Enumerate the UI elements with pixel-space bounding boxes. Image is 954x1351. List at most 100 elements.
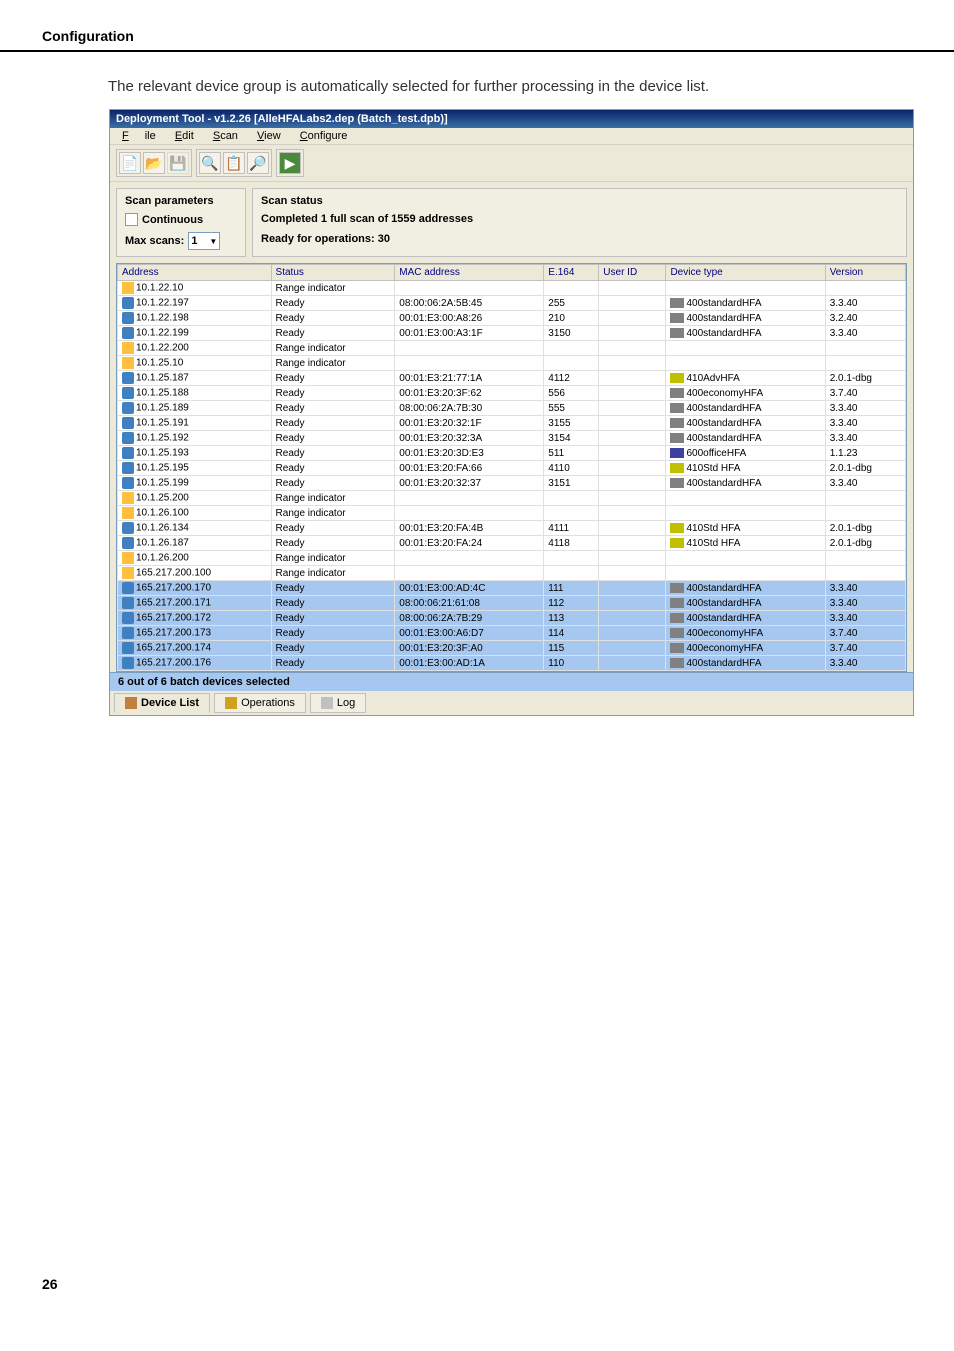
device-type-icon bbox=[670, 373, 684, 383]
device-type-icon bbox=[670, 403, 684, 413]
row-icon bbox=[122, 657, 134, 669]
row-icon bbox=[122, 627, 134, 639]
tb-scan3-icon[interactable]: 🔎 bbox=[247, 152, 269, 174]
column-header[interactable]: Status bbox=[271, 265, 395, 281]
row-icon bbox=[122, 522, 134, 534]
table-row[interactable]: 10.1.25.195Ready00:01:E3:20:FA:664110410… bbox=[118, 461, 906, 476]
row-icon bbox=[122, 507, 134, 519]
column-header[interactable]: User ID bbox=[599, 265, 666, 281]
row-icon bbox=[122, 477, 134, 489]
row-icon bbox=[122, 402, 134, 414]
row-icon bbox=[122, 282, 134, 294]
table-row[interactable]: 165.217.200.172Ready08:00:06:2A:7B:29113… bbox=[118, 611, 906, 626]
row-icon bbox=[122, 327, 134, 339]
menu-scan[interactable]: Scan bbox=[205, 128, 246, 144]
tb-save-icon[interactable]: 💾 bbox=[167, 152, 189, 174]
table-row[interactable]: 10.1.22.199Ready00:01:E3:00:A3:1F3150400… bbox=[118, 326, 906, 341]
row-icon bbox=[122, 597, 134, 609]
menu-configure[interactable]: Configure bbox=[292, 128, 356, 144]
tb-new-icon[interactable]: 📄 bbox=[119, 152, 141, 174]
row-icon bbox=[122, 372, 134, 384]
table-row[interactable]: 10.1.22.10Range indicator bbox=[118, 281, 906, 296]
max-scans-label: Max scans: bbox=[125, 235, 184, 247]
toolbar: 📄 📂 💾 🔍 📋 🔎 ▶ bbox=[110, 145, 913, 182]
table-row[interactable]: 10.1.22.197Ready08:00:06:2A:5B:45255400s… bbox=[118, 296, 906, 311]
app-window: Deployment Tool - v1.2.26 [AlleHFALabs2.… bbox=[109, 109, 914, 716]
max-scans-dropdown[interactable]: 1 ▼ bbox=[188, 232, 220, 250]
table-row[interactable]: 10.1.22.200Range indicator bbox=[118, 341, 906, 356]
table-row[interactable]: 10.1.26.100Range indicator bbox=[118, 506, 906, 521]
scan-status-line1: Completed 1 full scan of 1559 addresses bbox=[261, 213, 898, 225]
tab-operations[interactable]: Operations bbox=[214, 693, 306, 713]
table-row[interactable]: 10.1.25.193Ready00:01:E3:20:3D:E3511600o… bbox=[118, 446, 906, 461]
table-row[interactable]: 165.217.200.100Range indicator bbox=[118, 566, 906, 581]
table-row[interactable]: 10.1.25.189Ready08:00:06:2A:7B:30555400s… bbox=[118, 401, 906, 416]
row-icon bbox=[122, 387, 134, 399]
device-type-icon bbox=[670, 628, 684, 638]
device-type-icon bbox=[670, 613, 684, 623]
row-icon bbox=[122, 582, 134, 594]
device-type-icon bbox=[670, 478, 684, 488]
tb-scan2-icon[interactable]: 📋 bbox=[223, 152, 245, 174]
device-type-icon bbox=[670, 538, 684, 548]
table-row[interactable]: 10.1.22.198Ready00:01:E3:00:A8:26210400s… bbox=[118, 311, 906, 326]
log-icon bbox=[321, 697, 333, 709]
device-type-icon bbox=[670, 658, 684, 668]
table-row[interactable]: 10.1.26.134Ready00:01:E3:20:FA:4B4111410… bbox=[118, 521, 906, 536]
row-icon bbox=[122, 297, 134, 309]
device-type-icon bbox=[670, 583, 684, 593]
row-icon bbox=[122, 342, 134, 354]
device-type-icon bbox=[670, 388, 684, 398]
row-icon bbox=[122, 417, 134, 429]
tb-go-icon[interactable]: ▶ bbox=[279, 152, 301, 174]
selection-footer: 6 out of 6 batch devices selected bbox=[110, 672, 913, 691]
table-row[interactable]: 10.1.25.192Ready00:01:E3:20:32:3A3154400… bbox=[118, 431, 906, 446]
table-row[interactable]: 10.1.25.188Ready00:01:E3:20:3F:62556400e… bbox=[118, 386, 906, 401]
table-row[interactable]: 165.217.200.171Ready08:00:06:21:61:08112… bbox=[118, 596, 906, 611]
column-header[interactable]: E.164 bbox=[544, 265, 599, 281]
row-icon bbox=[122, 567, 134, 579]
table-row[interactable]: 165.217.200.170Ready00:01:E3:00:AD:4C111… bbox=[118, 581, 906, 596]
chevron-down-icon: ▼ bbox=[209, 237, 217, 246]
scan-parameters-panel: Scan parameters Continuous Max scans: 1 … bbox=[116, 188, 246, 257]
table-row[interactable]: 10.1.26.187Ready00:01:E3:20:FA:244118410… bbox=[118, 536, 906, 551]
continuous-checkbox[interactable] bbox=[125, 213, 138, 226]
tab-log[interactable]: Log bbox=[310, 693, 366, 713]
continuous-label: Continuous bbox=[142, 214, 203, 226]
tb-scan1-icon[interactable]: 🔍 bbox=[199, 152, 221, 174]
row-icon bbox=[122, 447, 134, 459]
menubar: File Edit Scan View Configure bbox=[110, 128, 913, 145]
intro-text: The relevant device group is automatical… bbox=[0, 76, 954, 103]
column-header[interactable]: Address bbox=[118, 265, 272, 281]
menu-view[interactable]: View bbox=[249, 128, 289, 144]
table-row[interactable]: 10.1.25.10Range indicator bbox=[118, 356, 906, 371]
table-row[interactable]: 10.1.26.200Range indicator bbox=[118, 551, 906, 566]
table-row[interactable]: 10.1.25.187Ready00:01:E3:21:77:1A4112410… bbox=[118, 371, 906, 386]
tab-device-list[interactable]: Device List bbox=[114, 693, 210, 713]
table-row[interactable]: 165.217.200.173Ready00:01:E3:00:A6:D7114… bbox=[118, 626, 906, 641]
column-header[interactable]: Device type bbox=[666, 265, 825, 281]
tb-open-icon[interactable]: 📂 bbox=[143, 152, 165, 174]
device-type-icon bbox=[670, 448, 684, 458]
device-list-icon bbox=[125, 697, 137, 709]
table-row[interactable]: 10.1.25.200Range indicator bbox=[118, 491, 906, 506]
row-icon bbox=[122, 462, 134, 474]
scan-status-title: Scan status bbox=[261, 195, 898, 207]
table-row[interactable]: 165.217.200.174Ready00:01:E3:20:3F:A0115… bbox=[118, 641, 906, 656]
menu-file[interactable]: File bbox=[114, 128, 164, 144]
window-titlebar: Deployment Tool - v1.2.26 [AlleHFALabs2.… bbox=[110, 110, 913, 128]
row-icon bbox=[122, 642, 134, 654]
section-title: Configuration bbox=[0, 28, 954, 52]
table-row[interactable]: 10.1.25.191Ready00:01:E3:20:32:1F3155400… bbox=[118, 416, 906, 431]
column-header[interactable]: Version bbox=[825, 265, 905, 281]
table-row[interactable]: 165.217.200.176Ready00:01:E3:00:AD:1A110… bbox=[118, 656, 906, 671]
table-row[interactable]: 10.1.25.199Ready00:01:E3:20:32:373151400… bbox=[118, 476, 906, 491]
operations-icon bbox=[225, 697, 237, 709]
row-icon bbox=[122, 432, 134, 444]
device-type-icon bbox=[670, 523, 684, 533]
menu-edit[interactable]: Edit bbox=[167, 128, 202, 144]
device-type-icon bbox=[670, 298, 684, 308]
column-header[interactable]: MAC address bbox=[395, 265, 544, 281]
device-type-icon bbox=[670, 313, 684, 323]
device-type-icon bbox=[670, 643, 684, 653]
